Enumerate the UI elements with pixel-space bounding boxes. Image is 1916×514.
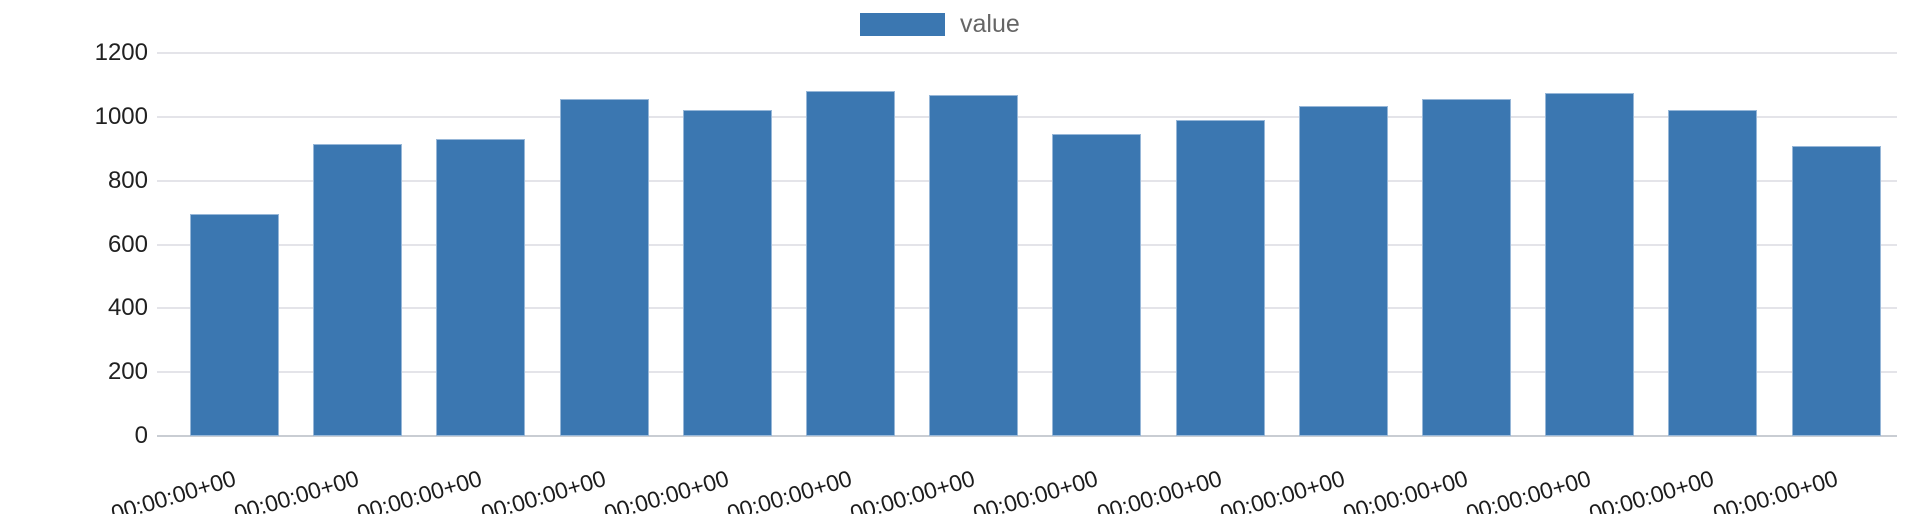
gridline (157, 371, 1897, 374)
y-tick-label: 200 (107, 358, 148, 386)
bar (929, 94, 1019, 436)
bar (682, 110, 772, 436)
bar (190, 214, 279, 436)
bar (806, 91, 895, 436)
x-tick-label: 00:00:00+00 (1216, 465, 1348, 514)
y-tick-label: 400 (107, 294, 148, 322)
gridline (157, 115, 1897, 118)
y-tick-label: 0 (134, 422, 148, 449)
gridline (157, 179, 1897, 182)
bar (1298, 105, 1388, 436)
bar (1422, 99, 1511, 436)
bar (313, 144, 403, 436)
gridline (157, 307, 1897, 310)
bar (1175, 120, 1265, 436)
bar (1791, 145, 1881, 436)
x-axis-line (157, 435, 1897, 437)
legend[interactable]: value (860, 10, 1020, 38)
x-tick-label: 00:00:00+00 (847, 465, 978, 514)
y-tick-label: 800 (107, 166, 148, 194)
x-tick-label: 00:00:00+00 (231, 465, 362, 514)
x-tick-label: 00:00:00+00 (600, 465, 732, 514)
x-tick-label: 00:00:00+00 (1709, 465, 1841, 514)
x-tick-label: 00:00:00+00 (723, 465, 855, 514)
bar (436, 139, 526, 436)
y-tick-label: 1200 (94, 39, 148, 66)
bar (1545, 92, 1635, 436)
x-tick-label: 00:00:00+00 (1093, 465, 1225, 514)
gridline (157, 52, 1897, 54)
legend-label: value (960, 10, 1020, 38)
x-tick-label: 00:00:00+00 (354, 465, 486, 514)
bar (1052, 134, 1142, 436)
x-tick-label: 00:00:00+00 (970, 465, 1102, 514)
x-tick-label: 00:00:00+00 (1463, 465, 1594, 514)
x-tick-label: 00:00:00+00 (477, 465, 609, 514)
x-tick-label: 00:00:00+00 (1586, 465, 1718, 514)
x-tick-label: 00:00:00+00 (1339, 465, 1471, 514)
x-tick-label: 00:00:00+00 (107, 465, 239, 514)
y-tick-label: 1000 (94, 102, 148, 130)
bar (1668, 110, 1758, 436)
gridline (157, 243, 1897, 246)
legend-swatch (860, 13, 945, 36)
y-tick-label: 600 (107, 230, 148, 258)
bar (559, 99, 649, 436)
